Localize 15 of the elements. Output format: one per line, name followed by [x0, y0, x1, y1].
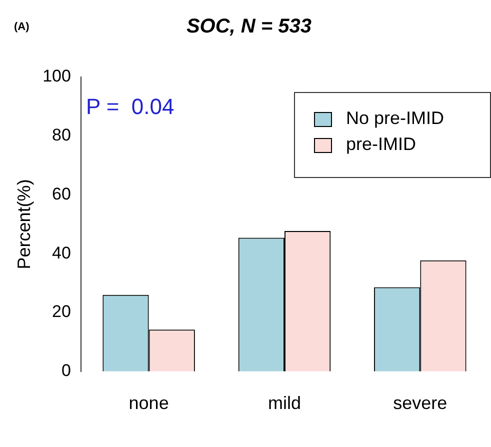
y-tick-label: 20 [52, 302, 71, 322]
y-tick-label: 40 [52, 243, 71, 262]
x-tick-label: none [128, 393, 169, 414]
x-tick-label: severe [393, 393, 448, 414]
x-tick-label: mild [268, 393, 301, 414]
text: (A) [14, 21, 30, 34]
y-tick-label: 80 [52, 126, 71, 145]
legend-label: pre-IMID [346, 134, 416, 154]
y-tick-label: 60 [52, 184, 71, 204]
y-axis-title: Percent(%) [14, 179, 34, 270]
y-tick-label: 0 [61, 361, 71, 380]
legend-label: No pre-IMID [346, 108, 444, 128]
annotation: P = 0.04 [86, 94, 174, 120]
chart-title: SOC, N = 533 [186, 16, 312, 38]
y-tick-label: 100 [42, 66, 71, 86]
